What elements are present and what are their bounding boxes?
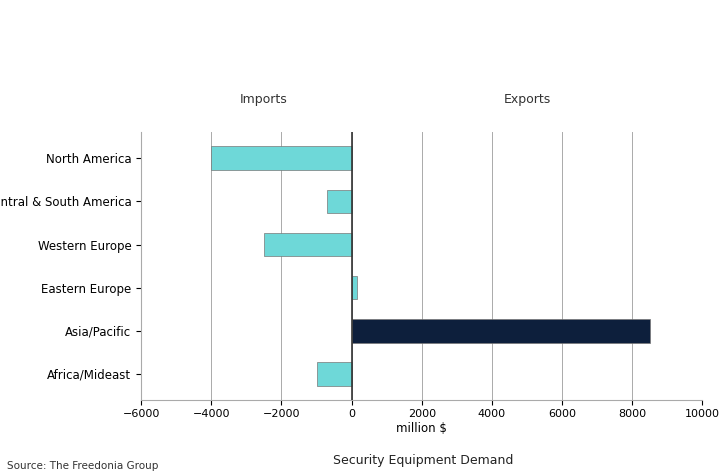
Bar xyxy=(264,233,352,256)
Text: Figure 3-5.
Global Security Equipment Net Exports by Region,
2012, 2017, 2022, 2: Figure 3-5. Global Security Equipment Ne… xyxy=(9,4,371,72)
Bar xyxy=(352,319,649,342)
Text: Imports: Imports xyxy=(240,94,288,106)
Text: Freedonia: Freedonia xyxy=(642,96,708,109)
Bar xyxy=(211,147,352,170)
Text: Security Equipment Demand: Security Equipment Demand xyxy=(333,455,514,467)
Bar xyxy=(316,362,352,385)
X-axis label: million $: million $ xyxy=(396,422,447,435)
Bar xyxy=(352,276,357,299)
Text: Exports: Exports xyxy=(503,94,550,106)
Bar xyxy=(327,190,352,213)
Text: Source: The Freedonia Group: Source: The Freedonia Group xyxy=(7,461,159,471)
